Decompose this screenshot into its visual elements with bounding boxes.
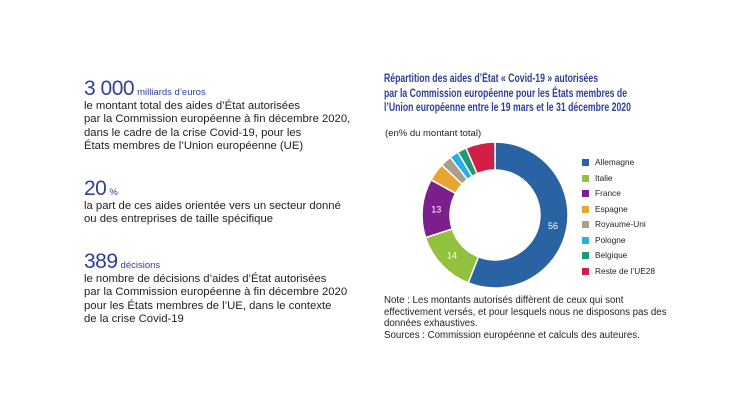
legend-swatch [582, 174, 589, 182]
legend-label: France [595, 188, 621, 198]
legend-label: Royaume-Uni [595, 219, 646, 229]
stat-value: 20 [84, 177, 107, 200]
stat-description: le montant total des aides d’État autori… [84, 100, 351, 152]
legend-swatch [582, 159, 589, 166]
stat-description: le nombre de décisions d’aides d’État au… [84, 273, 348, 325]
stat-unit: décisions [120, 260, 161, 271]
data-label: 14 [447, 250, 457, 260]
stat-description: la part de ces aides orientée vers un se… [84, 200, 341, 226]
data-label: 56 [548, 221, 558, 231]
legend-swatch [582, 252, 589, 259]
legend-label: Reste de l’UE28 [595, 265, 655, 276]
legend-swatch [582, 221, 589, 228]
legend-label: Pologne [595, 234, 626, 245]
donut-chart: 56 14 13 [421, 141, 569, 289]
chart-title-line: Répartition des aides d’État « Covid-19 … [384, 72, 599, 85]
chart-title-line: par la Commission européenne pour les Ét… [384, 86, 628, 100]
chart-title: Répartition des aides d’État « Covid-19 … [384, 72, 639, 116]
legend-swatch [582, 190, 589, 197]
stat-unit: milliards d’euros [137, 87, 206, 98]
donut-slice-8 [465, 141, 496, 175]
legend-swatch [582, 236, 589, 244]
stat-value: 3 000 [84, 77, 135, 100]
stat-share-targeted: 20% la part de ces aides orientée vers u… [84, 178, 341, 227]
legend-swatch [582, 205, 589, 213]
chart-subtitle: (en% du montant total) [385, 128, 482, 139]
stat-value: 389 [84, 250, 118, 273]
stat-decisions: 389 décisions le nombre de décisions d’ai… [84, 251, 347, 326]
legend-swatch [582, 267, 589, 275]
stat-unit: % [109, 187, 118, 198]
sources-text: Sources : Commission européenne et calcu… [384, 330, 640, 342]
donut-slice-1 [467, 141, 569, 289]
legend-label: Belgique [595, 250, 628, 260]
stat-total-amount: 3 000 milliards d’euros le montant total … [84, 78, 350, 153]
legend-label: Allemagne [595, 157, 635, 167]
note-text: Note : Les montants autorisés diffèrent … [384, 295, 667, 330]
data-label: 13 [431, 204, 441, 214]
legend-label: Espagne [595, 203, 628, 214]
chart-notes: Note : Les montants autorisés diffèrent … [384, 295, 674, 342]
legend-label: Italie [595, 172, 613, 183]
chart-title-line: l’Union européenne entre le 19 mars et l… [384, 101, 631, 114]
